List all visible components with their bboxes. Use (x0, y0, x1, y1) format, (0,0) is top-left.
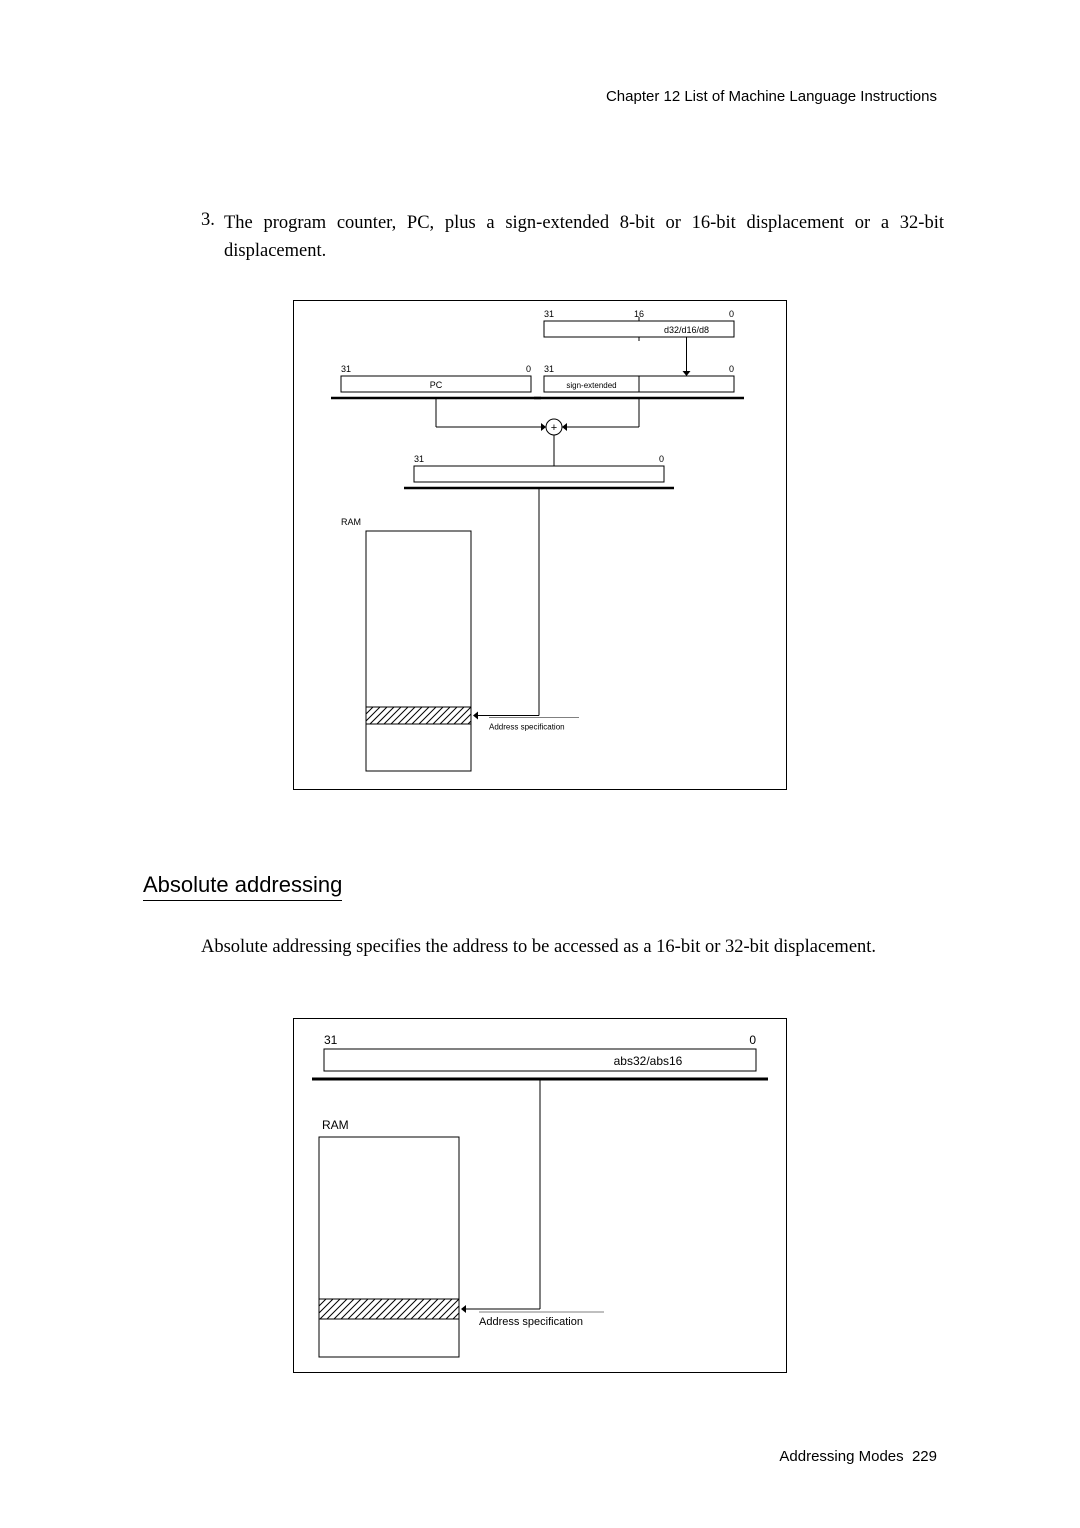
svg-text:PC: PC (430, 380, 443, 390)
footer-label: Addressing Modes (779, 1448, 903, 1465)
svg-text:RAM: RAM (341, 517, 361, 527)
absolute-addressing-diagram: 31 0 abs32/abs16 RAM Address specification (293, 1018, 787, 1373)
pc-displacement-diagram: 31 16 0 d32/d16/d8 31 0 PC 31 0 sign-extended +31 0… (293, 300, 787, 790)
svg-text:31: 31 (414, 454, 424, 464)
page: Chapter 12 List of Machine Language Inst… (0, 0, 1080, 1528)
svg-text:Address specification: Address specification (479, 1316, 583, 1328)
footer-pageno: 229 (912, 1448, 937, 1465)
diagram1-svg: 31 16 0 d32/d16/d8 31 0 PC 31 0 sign-extended +31 0… (294, 301, 786, 789)
page-footer: Addressing Modes 229 (779, 1448, 937, 1465)
svg-text:0: 0 (729, 309, 734, 319)
svg-text:Address specification: Address specification (489, 723, 565, 732)
svg-text:0: 0 (749, 1033, 756, 1047)
svg-text:31: 31 (341, 364, 351, 374)
list-text: The program counter, PC, plus a sign-ext… (224, 210, 944, 266)
svg-text:31: 31 (324, 1033, 338, 1047)
svg-text:31: 31 (544, 364, 554, 374)
svg-text:31: 31 (544, 309, 554, 319)
svg-text:sign-extended: sign-extended (566, 381, 616, 390)
section-body: Absolute addressing specifies the addres… (201, 937, 876, 958)
svg-text:+: + (551, 422, 557, 434)
svg-text:RAM: RAM (322, 1118, 349, 1132)
svg-text:16: 16 (634, 309, 644, 319)
chapter-header: Chapter 12 List of Machine Language Inst… (606, 88, 937, 105)
list-number: 3. (201, 210, 215, 231)
svg-text:d32/d16/d8: d32/d16/d8 (664, 325, 709, 335)
svg-text:0: 0 (526, 364, 531, 374)
svg-text:0: 0 (659, 454, 664, 464)
diagram2-svg: 31 0 abs32/abs16 RAM Address specification (294, 1019, 786, 1372)
section-heading: Absolute addressing (143, 872, 342, 901)
svg-text:0: 0 (729, 364, 734, 374)
svg-text:abs32/abs16: abs32/abs16 (614, 1054, 683, 1068)
